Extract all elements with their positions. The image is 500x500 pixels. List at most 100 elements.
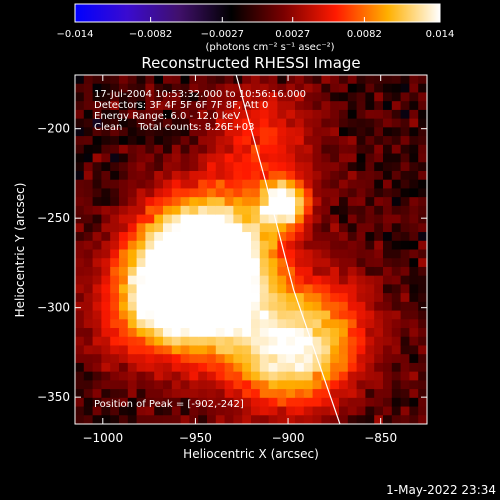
heatmap-cell	[224, 328, 234, 338]
heatmap-cell	[92, 301, 102, 312]
heatmap-cell	[259, 223, 270, 233]
heatmap-cell	[224, 258, 234, 268]
heatmap-cell	[409, 205, 419, 216]
heatmap-cell	[215, 162, 226, 172]
annotation-detectors: Detectors: 3F 4F 5F 6F 7F 8F, Att 0	[94, 100, 268, 111]
heatmap-cell	[110, 275, 120, 285]
heatmap-cell	[189, 345, 199, 355]
heatmap-cell	[295, 389, 305, 399]
heatmap-cell	[303, 75, 314, 85]
heatmap-cell	[374, 214, 384, 224]
heatmap-cell	[215, 310, 226, 320]
heatmap-cell	[321, 301, 331, 312]
heatmap-cell	[356, 101, 366, 111]
heatmap-cell	[400, 109, 410, 120]
heatmap-cell	[347, 179, 358, 190]
x-tick-label: −950	[179, 431, 212, 445]
heatmap-cell	[207, 284, 217, 294]
heatmap-cell	[127, 179, 138, 190]
heatmap-cell	[295, 118, 305, 128]
heatmap-cell	[101, 249, 111, 259]
heatmap-cell	[145, 319, 155, 329]
heatmap-cell	[119, 170, 129, 181]
heatmap-cell	[215, 284, 226, 294]
heatmap-cell	[101, 118, 111, 128]
heatmap-cell	[268, 345, 278, 355]
heatmap-cell	[347, 371, 358, 381]
heatmap-cell	[277, 362, 287, 373]
heatmap-cell	[303, 406, 314, 416]
heatmap-cell	[286, 153, 296, 163]
heatmap-cell	[295, 83, 305, 94]
heatmap-cell	[330, 162, 340, 172]
heatmap-cell	[409, 249, 419, 259]
heatmap-cell	[154, 162, 164, 172]
heatmap-cell	[347, 249, 358, 259]
heatmap-cell	[251, 179, 261, 190]
heatmap-cell	[145, 144, 155, 155]
heatmap-cell	[83, 83, 94, 94]
heatmap-cell	[339, 371, 349, 381]
heatmap-cell	[224, 380, 234, 390]
heatmap-cell	[207, 214, 217, 224]
heatmap-cell	[189, 258, 199, 268]
heatmap-cell	[163, 336, 173, 347]
heatmap-cell	[233, 197, 243, 207]
heatmap-cell	[233, 83, 243, 94]
heatmap-cell	[198, 389, 208, 399]
heatmap-cell	[321, 371, 331, 381]
heatmap-cell	[383, 118, 393, 128]
heatmap-cell	[207, 118, 217, 128]
heatmap-cell	[171, 415, 182, 424]
heatmap-cell	[154, 345, 164, 355]
heatmap-cell	[180, 380, 190, 390]
heatmap-cell	[374, 232, 384, 242]
heatmap-cell	[383, 389, 393, 399]
heatmap-cell	[286, 328, 296, 338]
heatmap-cell	[356, 336, 366, 347]
heatmap-cell	[224, 293, 234, 303]
heatmap-cell	[286, 170, 296, 181]
heatmap-cell	[321, 232, 331, 242]
heatmap-cell	[198, 109, 208, 120]
heatmap-cell	[198, 101, 208, 111]
heatmap-cell	[163, 101, 173, 111]
heatmap-cell	[171, 170, 182, 181]
heatmap-cell	[374, 127, 384, 137]
heatmap-cell	[180, 136, 190, 146]
heatmap-cell	[215, 336, 226, 347]
heatmap-cell	[347, 223, 358, 233]
heatmap-cell	[110, 109, 120, 120]
colorbar-tick-label: −0.0027	[201, 29, 244, 40]
heatmap-cell	[233, 266, 243, 277]
heatmap-cell	[180, 170, 190, 181]
heatmap-cell	[224, 214, 234, 224]
heatmap-cell	[110, 214, 120, 224]
heatmap-cell	[171, 188, 182, 198]
heatmap-cell	[224, 249, 234, 259]
heatmap-cell	[110, 301, 120, 312]
heatmap-cell	[268, 293, 278, 303]
heatmap-cell	[242, 153, 252, 163]
heatmap-cell	[92, 179, 102, 190]
heatmap-cell	[154, 310, 164, 320]
heatmap-cell	[330, 258, 340, 268]
heatmap-cell	[321, 109, 331, 120]
heatmap-cell	[136, 127, 146, 137]
heatmap-cell	[233, 380, 243, 390]
heatmap-cell	[400, 170, 410, 181]
heatmap-cell	[268, 362, 278, 373]
heatmap-cell	[251, 380, 261, 390]
heatmap-cell	[286, 197, 296, 207]
heatmap-cell	[400, 284, 410, 294]
heatmap-cell	[145, 258, 155, 268]
heatmap-cell	[321, 249, 331, 259]
heatmap-cell	[207, 275, 217, 285]
heatmap-cell	[119, 362, 129, 373]
heatmap-cell	[330, 389, 340, 399]
heatmap-cell	[215, 380, 226, 390]
heatmap-cell	[207, 109, 217, 120]
heatmap-cell	[110, 127, 120, 137]
heatmap-cell	[119, 389, 129, 399]
heatmap-cell	[83, 144, 94, 155]
